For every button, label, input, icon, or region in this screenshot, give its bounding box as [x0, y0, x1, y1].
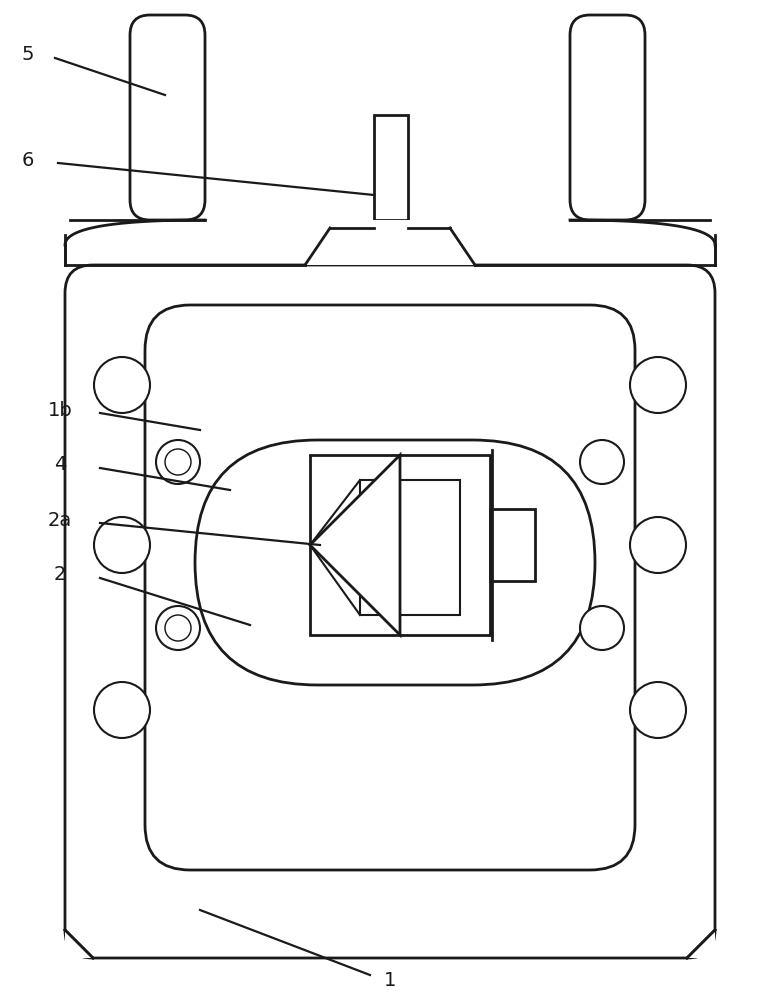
Polygon shape	[305, 220, 475, 265]
FancyBboxPatch shape	[130, 15, 205, 220]
Bar	[645, 0, 779, 270]
Circle shape	[630, 682, 686, 738]
Bar	[490, 509, 535, 581]
Circle shape	[630, 517, 686, 573]
Polygon shape	[687, 930, 715, 958]
Bar	[374, 115, 408, 220]
Circle shape	[630, 357, 686, 413]
Polygon shape	[310, 455, 400, 635]
Bar	[360, 480, 460, 615]
Text: 2: 2	[54, 566, 66, 584]
Circle shape	[165, 449, 191, 475]
Circle shape	[156, 440, 200, 484]
Circle shape	[165, 615, 191, 641]
Text: 1: 1	[384, 970, 397, 990]
Circle shape	[580, 440, 624, 484]
Text: 1b: 1b	[48, 400, 72, 420]
Circle shape	[94, 682, 150, 738]
Bar	[310, 455, 490, 635]
Text: 6: 6	[22, 150, 34, 169]
Circle shape	[156, 606, 200, 650]
Circle shape	[94, 517, 150, 573]
Text: 2a: 2a	[48, 510, 72, 530]
Polygon shape	[65, 930, 93, 958]
Circle shape	[94, 357, 150, 413]
FancyBboxPatch shape	[195, 440, 595, 685]
Bar	[205, 0, 570, 220]
Circle shape	[580, 606, 624, 650]
Bar	[0, 0, 130, 270]
FancyBboxPatch shape	[145, 305, 635, 870]
FancyBboxPatch shape	[570, 15, 645, 220]
Text: 4: 4	[54, 456, 66, 475]
Bar	[125, 15, 650, 265]
Text: 5: 5	[22, 45, 34, 64]
FancyBboxPatch shape	[65, 265, 715, 958]
